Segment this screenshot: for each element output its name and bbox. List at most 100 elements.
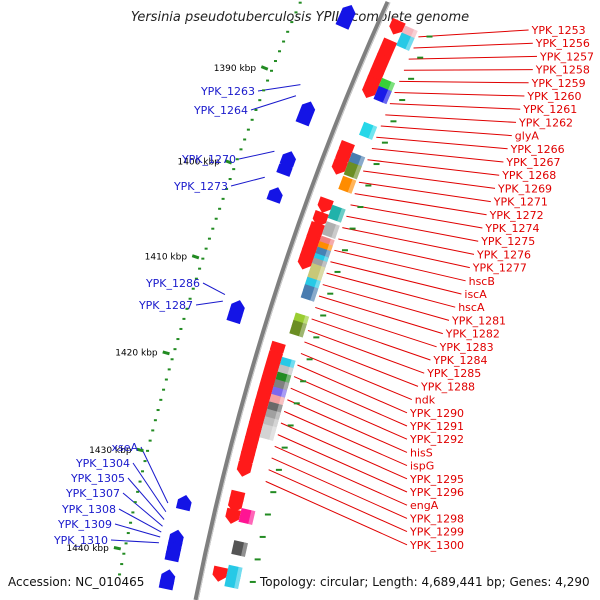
right-leader-line xyxy=(394,91,525,97)
right-leader-line xyxy=(389,103,521,110)
right-gene-label: YPK_1269 xyxy=(497,182,552,195)
forward-gene-arrow xyxy=(317,196,334,213)
right-tick xyxy=(349,227,356,230)
gene-box xyxy=(321,221,340,239)
forward-gene-arrow-shape xyxy=(212,565,229,582)
right-tick xyxy=(275,468,282,471)
right-gene-label: ispG xyxy=(410,460,434,473)
right-tick xyxy=(320,314,327,317)
left-gene-label: YPK_1273 xyxy=(173,180,228,193)
right-gene-label: YPK_1281 xyxy=(451,314,506,327)
right-tick xyxy=(270,491,277,494)
minor-tick xyxy=(120,563,124,566)
label-leaders xyxy=(110,29,538,546)
right-tick xyxy=(264,513,271,516)
minor-tick xyxy=(136,490,140,493)
forward-gene-arrow-shape xyxy=(389,17,406,35)
minor-tick xyxy=(162,388,166,391)
scale-tick-label: 1420 kbp xyxy=(115,349,158,359)
gene-box xyxy=(396,32,415,51)
left-leader-line xyxy=(250,95,297,111)
gene-box-shine xyxy=(248,510,256,525)
major-tick xyxy=(113,546,122,551)
right-tick xyxy=(293,402,300,405)
reverse-gene-arrow-shape xyxy=(335,13,352,30)
forward-gene-arrow-shape xyxy=(312,210,329,227)
right-tick xyxy=(287,424,294,427)
right-gene-label: glyA xyxy=(515,130,540,143)
right-gene-label: YPK_1275 xyxy=(480,235,535,248)
left-leader-line xyxy=(122,492,163,527)
reverse-gene-arrow-shape xyxy=(266,187,283,204)
gene-features xyxy=(158,5,418,591)
minor-tick xyxy=(131,511,135,514)
gene-box-fill xyxy=(289,319,307,338)
reverse-gene-arrow-shape xyxy=(295,109,312,127)
right-leader-line xyxy=(290,387,408,440)
right-leader-line xyxy=(418,29,529,38)
right-gene-label: YPK_1283 xyxy=(439,341,494,354)
right-gene-label: engA xyxy=(410,499,439,512)
left-leader-line xyxy=(110,539,159,544)
left-leader-line xyxy=(132,462,167,513)
reverse-gene-arrow xyxy=(335,13,352,30)
right-gene-label: YPK_1277 xyxy=(472,262,527,275)
minor-tick xyxy=(290,21,294,24)
right-tick xyxy=(313,336,320,339)
right-gene-label: YPK_1259 xyxy=(531,77,586,90)
minor-tick xyxy=(133,501,137,504)
forward-gene-arrow-shape xyxy=(227,496,244,513)
right-gene-label: YPK_1266 xyxy=(510,143,565,156)
gene-box-shine xyxy=(347,179,357,194)
gene-box-fill xyxy=(321,221,340,239)
right-leader-line xyxy=(283,410,408,467)
right-gene-label: YPK_1261 xyxy=(522,103,577,116)
right-leader-line xyxy=(350,204,483,229)
left-gene-label: YPK_1304 xyxy=(75,457,130,470)
left-gene-label: YPK_1308 xyxy=(61,503,116,516)
minor-tick xyxy=(239,148,243,151)
forward-gene-arrow xyxy=(212,565,229,582)
major-tick xyxy=(136,447,144,453)
right-gene-label: ndk xyxy=(415,394,436,407)
right-gene-label: YPK_1256 xyxy=(535,37,590,50)
right-leader-line xyxy=(293,376,408,427)
right-leader-line xyxy=(300,353,412,401)
right-leader-line xyxy=(363,170,496,189)
reverse-gene-arrow xyxy=(266,187,283,204)
right-tick xyxy=(306,358,313,361)
backbone-line xyxy=(193,0,391,600)
gene-box xyxy=(338,175,357,194)
right-gene-label: YPK_1292 xyxy=(409,433,464,446)
right-gene-label: YPK_1299 xyxy=(409,526,464,539)
reverse-gene-arrow xyxy=(226,307,243,325)
minor-tick xyxy=(176,338,180,341)
gene-box-fill xyxy=(238,508,256,525)
right-gene-label: YPK_1290 xyxy=(409,407,464,420)
left-gene-label: xseA xyxy=(111,441,138,454)
minor-tick xyxy=(207,237,211,240)
reverse-gene-arrow xyxy=(164,546,181,563)
gene-box xyxy=(289,319,307,338)
right-tick xyxy=(334,270,341,273)
reverse-gene-arrow-shape xyxy=(164,546,181,563)
gene-box-shine xyxy=(353,164,362,180)
right-leader-line xyxy=(297,364,408,414)
gene-box xyxy=(359,121,378,140)
right-gene-label: YPK_1298 xyxy=(409,512,464,525)
gene-box-shine xyxy=(310,287,319,302)
gene-box-shine xyxy=(382,89,392,105)
right-gene-label: YPK_1276 xyxy=(476,248,531,261)
right-gene-label: YPK_1282 xyxy=(445,328,500,341)
right-gene-label: YPK_1274 xyxy=(484,222,539,235)
gene-box-shine xyxy=(405,36,415,51)
scale-tick-label: 1440 kbp xyxy=(66,544,109,554)
right-gene-label: YPK_1288 xyxy=(420,380,475,393)
right-tick xyxy=(249,580,256,583)
gene-box xyxy=(343,161,362,180)
gene-box-fill xyxy=(259,423,277,441)
major-tick xyxy=(224,159,233,165)
forward-gene-arrow-shape xyxy=(225,507,242,524)
right-tick xyxy=(365,184,372,187)
scale-tick-label: 1400 kbp xyxy=(177,158,220,168)
